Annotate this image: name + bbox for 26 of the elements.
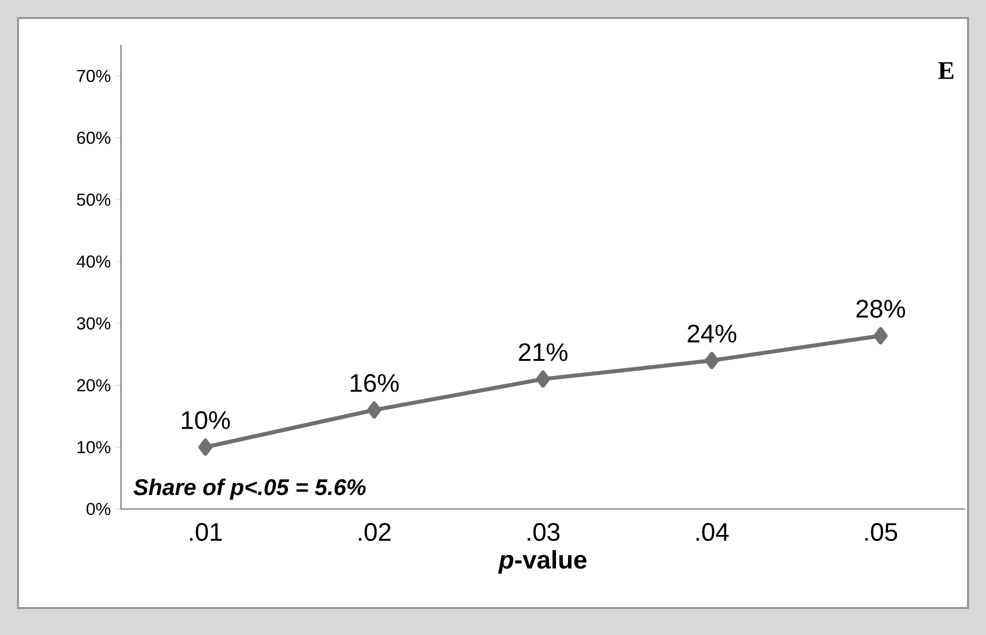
data-label: 28%: [856, 300, 906, 318]
x-tick-label: .05: [865, 523, 898, 541]
point: [198, 438, 212, 456]
data-label: 16%: [350, 374, 399, 392]
y-tick-label: 20%: [77, 379, 110, 392]
y-tick-label: 60%: [77, 132, 110, 144]
y-tick-label: 0%: [86, 502, 110, 516]
annotation: Share of p<.05 = 5.6%: [134, 478, 366, 500]
point: [704, 352, 719, 370]
data-label: 24%: [688, 324, 736, 342]
y-tick-label: 30%: [76, 317, 110, 330]
data-label: 10%: [182, 411, 230, 430]
y-tick-label: 70%: [77, 70, 110, 82]
data-label: 21%: [518, 343, 568, 362]
point: [874, 327, 888, 344]
point: [367, 401, 382, 419]
annotation: E: [938, 62, 954, 79]
x-tick-label: .03: [528, 523, 560, 541]
x-tick-label: .04: [696, 523, 729, 541]
point: [536, 370, 550, 388]
x-axis-title: p-value: [498, 550, 586, 574]
y-tick-label: 10%: [78, 440, 110, 454]
y-tick-label: 50%: [76, 194, 110, 206]
y-tick-label: 40%: [76, 255, 110, 268]
x-tick-label: .01: [190, 523, 222, 541]
x-tick-label: .02: [358, 523, 391, 541]
